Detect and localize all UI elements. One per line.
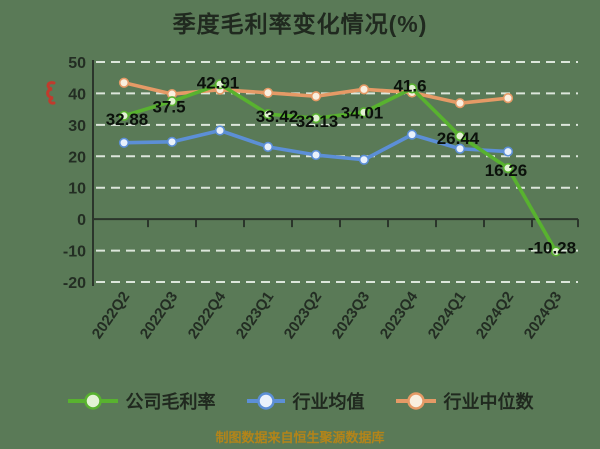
value-label: 26.44 [437,129,480,148]
y-tick-label: 50 [68,55,86,72]
x-tick-label: 2022Q3 [137,289,182,342]
orange-line-marker-icon [395,392,436,410]
legend-label-industry-mean: 行业均值 [292,392,365,412]
data-point-marker [166,96,178,107]
data-point-marker [550,246,562,257]
data-point-marker [166,136,178,147]
value-label: 32.13 [296,112,339,131]
x-tick-label: 2022Q4 [185,288,230,342]
x-tick-label: 2024Q1 [425,289,470,342]
x-tick-label: 2023Q4 [377,288,422,342]
data-point-marker [310,149,322,161]
data-point-marker [358,154,370,165]
chart-title: 季度毛利率变化情况(%) [172,11,428,37]
legend-item-industry-median: 行业中位数 [395,388,534,414]
data-point-marker [502,93,514,104]
y-tick-label: 20 [68,149,86,166]
blue-line-marker-icon [246,392,285,410]
legend-item-industry-mean: 行业均值 [246,388,365,414]
data-point-marker [310,91,322,102]
data-point-marker [262,87,274,98]
value-label: -10.28 [528,238,576,257]
red-seal-stamp-icon [46,81,56,105]
y-tick-label: 30 [68,118,86,135]
legend: 公司毛利率 行业均值 行业中位数 [0,388,600,414]
data-point-marker [262,141,274,152]
data-point-marker [262,109,274,120]
data-point-marker [310,113,322,124]
data-point-marker [454,143,466,154]
y-tick-label: 40 [68,86,86,103]
data-point-marker [358,84,370,95]
y-tick-label: 0 [77,212,86,229]
data-point-marker [502,162,514,174]
series-line [122,82,558,254]
x-tick-label: 2023Q2 [281,289,326,342]
y-tick-label: 10 [68,181,86,198]
value-label: 33.42 [256,107,299,126]
value-label: 41.6 [393,76,426,95]
legend-label-industry-median: 行业中位数 [443,392,534,412]
legend-item-company-margin: 公司毛利率 [67,388,216,414]
x-tick-label: 2022Q2 [89,289,134,342]
data-point-marker [406,129,418,140]
data-point-marker [214,125,226,136]
data-point-marker [118,137,130,148]
x-tick-label: 2023Q3 [329,289,374,342]
data-point-marker [214,79,226,90]
data-point-marker [118,110,130,121]
value-label: 16.26 [485,161,528,180]
data-point-marker [502,146,514,157]
value-label: 32.88 [106,110,149,129]
green-line-marker-icon [67,392,118,410]
data-point-marker [406,83,418,94]
data-source-note: 制图数据来自恒生聚源数据库 [215,430,385,445]
data-point-marker [454,130,466,142]
y-tick-label: -10 [63,244,86,261]
value-label: 37.5 [152,97,185,116]
legend-label-company-margin: 公司毛利率 [125,392,216,412]
y-tick-label: -20 [63,275,86,292]
x-tick-label: 2024Q3 [521,289,566,342]
data-point-marker [358,107,370,118]
value-label: 42.91 [197,73,240,92]
value-label: 34.01 [341,103,384,122]
x-tick-label: 2023Q1 [233,289,278,342]
x-tick-label: 2024Q2 [473,289,518,342]
data-point-marker [454,98,466,109]
data-point-marker [118,77,130,88]
